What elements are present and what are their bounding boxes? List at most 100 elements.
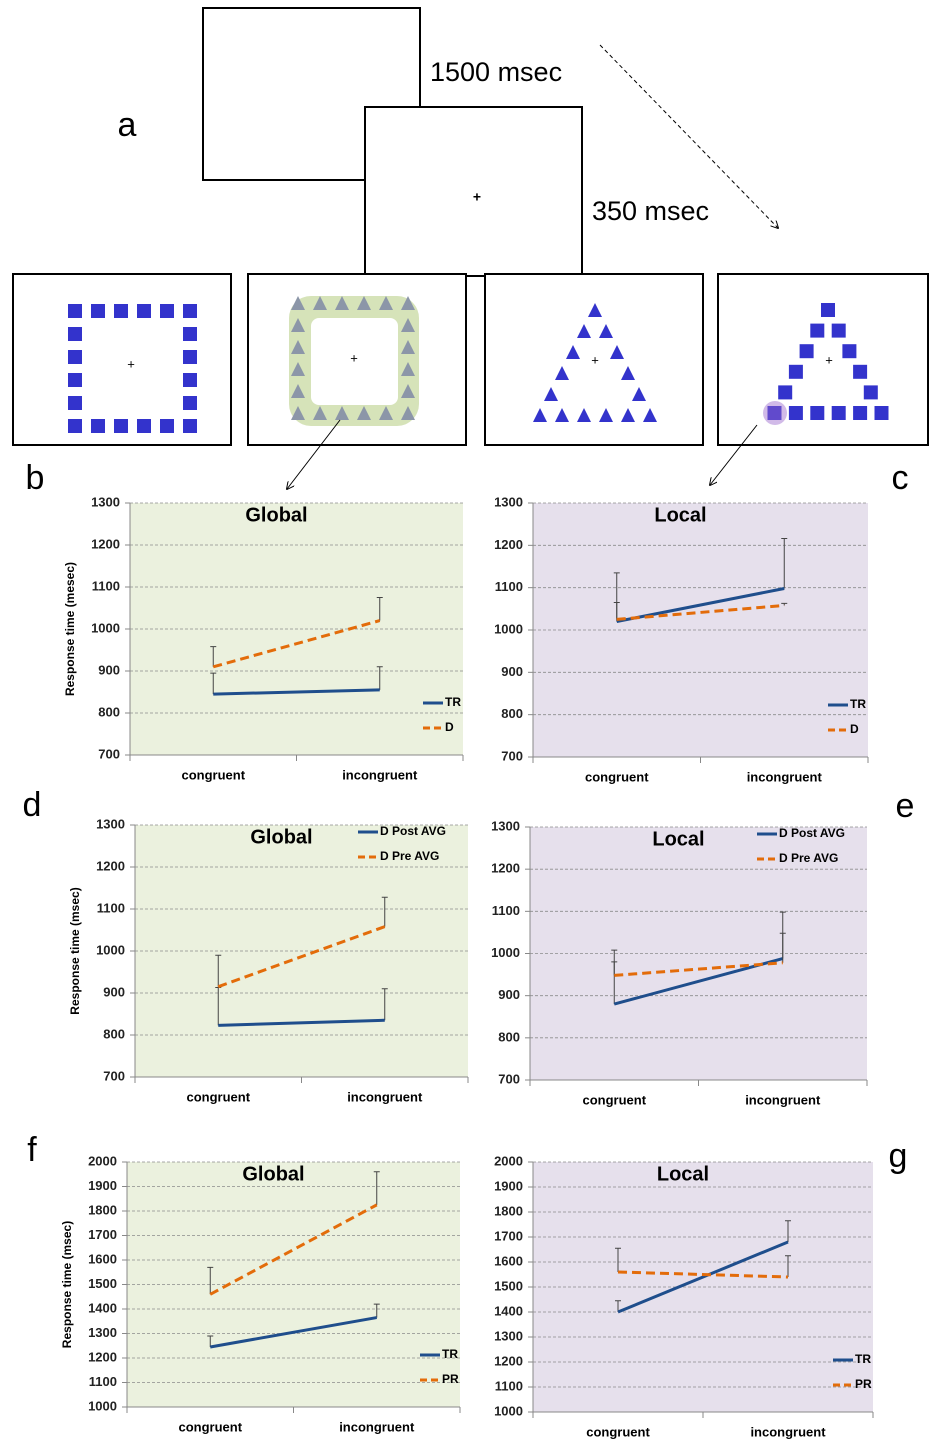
y-tick-label: 700 [498, 1071, 520, 1086]
shape [68, 396, 82, 410]
x-tick-label: incongruent [747, 769, 823, 784]
shape [864, 385, 878, 399]
chart-title: Local [652, 828, 704, 850]
y-tick-label: 1000 [88, 1398, 117, 1413]
y-tick-label: 1100 [92, 578, 120, 593]
legend-label: PR [855, 1377, 872, 1391]
y-tick-label: 1000 [91, 620, 120, 635]
y-tick-label: 1500 [88, 1276, 117, 1291]
x-tick-label: congruent [181, 767, 245, 782]
fixation: + [127, 356, 135, 371]
duration: 350 msec [592, 196, 709, 226]
fixation: + [591, 352, 599, 367]
shape [821, 303, 835, 317]
legend-label: D Post AVG [380, 824, 446, 838]
shape [183, 373, 197, 387]
y-tick-label: 1200 [491, 861, 520, 876]
chart-title: Global [250, 826, 312, 848]
y-tick-label: 1200 [88, 1349, 117, 1364]
shape [114, 419, 128, 433]
legend-label: TR [850, 697, 866, 711]
shape [875, 406, 889, 420]
y-tick-label: 1300 [88, 1325, 117, 1340]
y-tick-label: 700 [501, 748, 523, 763]
shape [91, 304, 105, 318]
shape [810, 324, 824, 338]
shape [183, 350, 197, 364]
chart-title: Global [245, 504, 307, 526]
duration: 1500 msec [430, 57, 562, 87]
y-tick-label: 800 [501, 706, 523, 721]
y-tick-label: 1800 [88, 1202, 117, 1217]
y-tick-label: 1200 [494, 1353, 523, 1368]
y-tick-label: 1400 [494, 1303, 523, 1318]
y-tick-label: 1900 [88, 1178, 117, 1193]
fixation: + [473, 189, 481, 205]
x-tick-label: congruent [586, 1424, 650, 1439]
shape [183, 304, 197, 318]
chart-title: Local [657, 1163, 709, 1185]
panel-label: a [118, 106, 137, 144]
y-tick-label: 1400 [88, 1300, 117, 1315]
shape [114, 304, 128, 318]
shape [160, 419, 174, 433]
y-tick-label: 1200 [91, 536, 120, 551]
shape [778, 385, 792, 399]
x-tick-label: incongruent [342, 767, 418, 782]
y-tick-label: 1000 [494, 1403, 523, 1418]
x-tick-label: incongruent [750, 1424, 826, 1439]
y-tick-label: 2000 [494, 1153, 523, 1168]
x-tick-label: incongruent [745, 1092, 821, 1107]
y-tick-label: 1300 [491, 818, 520, 833]
shape [183, 327, 197, 341]
y-tick-label: 1500 [494, 1278, 523, 1293]
legend-label: TR [442, 1347, 458, 1361]
y-tick-label: 1900 [494, 1178, 523, 1193]
shape [183, 419, 197, 433]
y-tick-label: 800 [98, 704, 120, 719]
y-tick-label: 1700 [88, 1227, 117, 1242]
y-tick-label: 1200 [96, 858, 125, 873]
y-tick-label: 1000 [491, 945, 520, 960]
stimuli: ++++ [13, 274, 928, 445]
panel-label: e [896, 787, 915, 825]
legend-label: D Pre AVG [380, 849, 439, 863]
shape [68, 350, 82, 364]
shape [137, 304, 151, 318]
y-axis-label: Response time (msec) [60, 1221, 74, 1348]
legend-label: D Post AVG [779, 826, 845, 840]
legend-label: D [850, 722, 859, 736]
y-tick-label: 1300 [494, 494, 523, 509]
shape [137, 419, 151, 433]
shape [853, 365, 867, 379]
fixation: + [350, 350, 358, 365]
shape [68, 327, 82, 341]
y-tick-label: 900 [501, 664, 523, 679]
panel-label: b [26, 459, 45, 497]
y-tick-label: 1700 [494, 1228, 523, 1243]
chart-title: Global [242, 1163, 304, 1185]
y-tick-label: 1000 [96, 942, 125, 957]
y-tick-label: 1600 [494, 1253, 523, 1268]
panel-label: g [889, 1137, 908, 1175]
x-tick-label: congruent [582, 1092, 646, 1107]
y-tick-label: 1300 [96, 816, 125, 831]
x-tick-label: congruent [178, 1419, 242, 1434]
x-tick-label: incongruent [339, 1419, 415, 1434]
y-tick-label: 900 [103, 984, 125, 999]
y-tick-label: 1100 [492, 903, 520, 918]
shape [789, 406, 803, 420]
shape [68, 373, 82, 387]
panel-label: c [892, 459, 909, 497]
y-tick-label: 1300 [91, 494, 120, 509]
y-tick-label: 900 [98, 662, 120, 677]
y-tick-label: 1600 [88, 1251, 117, 1266]
y-tick-label: 1100 [495, 1378, 523, 1393]
y-tick-label: 1200 [494, 537, 523, 552]
x-tick-label: congruent [186, 1089, 250, 1104]
x-tick-label: incongruent [347, 1089, 423, 1104]
shape [842, 344, 856, 358]
y-tick-label: 1100 [97, 900, 125, 915]
y-tick-label: 800 [498, 1029, 520, 1044]
y-tick-label: 1000 [494, 621, 523, 636]
